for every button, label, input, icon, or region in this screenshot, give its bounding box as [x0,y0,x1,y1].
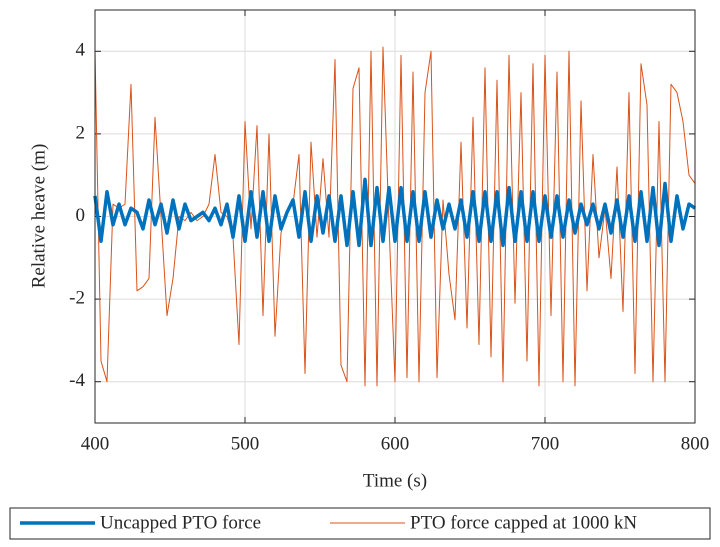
x-tick-label: 800 [681,433,710,454]
legend-label: PTO force capped at 1000 kN [410,512,637,533]
y-tick-label: -2 [69,287,85,308]
y-tick-label: 2 [76,122,86,143]
data-line [93,177,696,248]
x-tick-label: 500 [231,433,260,454]
legend-label: Uncapped PTO force [100,512,261,533]
y-tick-label: -4 [69,370,85,391]
y-tick-label: 4 [76,40,86,61]
x-tick-label: 400 [81,433,110,454]
x-axis-label: Time (s) [363,470,427,491]
x-tick-label: 600 [381,433,410,454]
y-axis-label: Relative heave (m) [28,144,49,289]
x-tick-label: 700 [531,433,560,454]
y-tick-label: 0 [76,205,86,226]
plot-frame [94,9,696,424]
